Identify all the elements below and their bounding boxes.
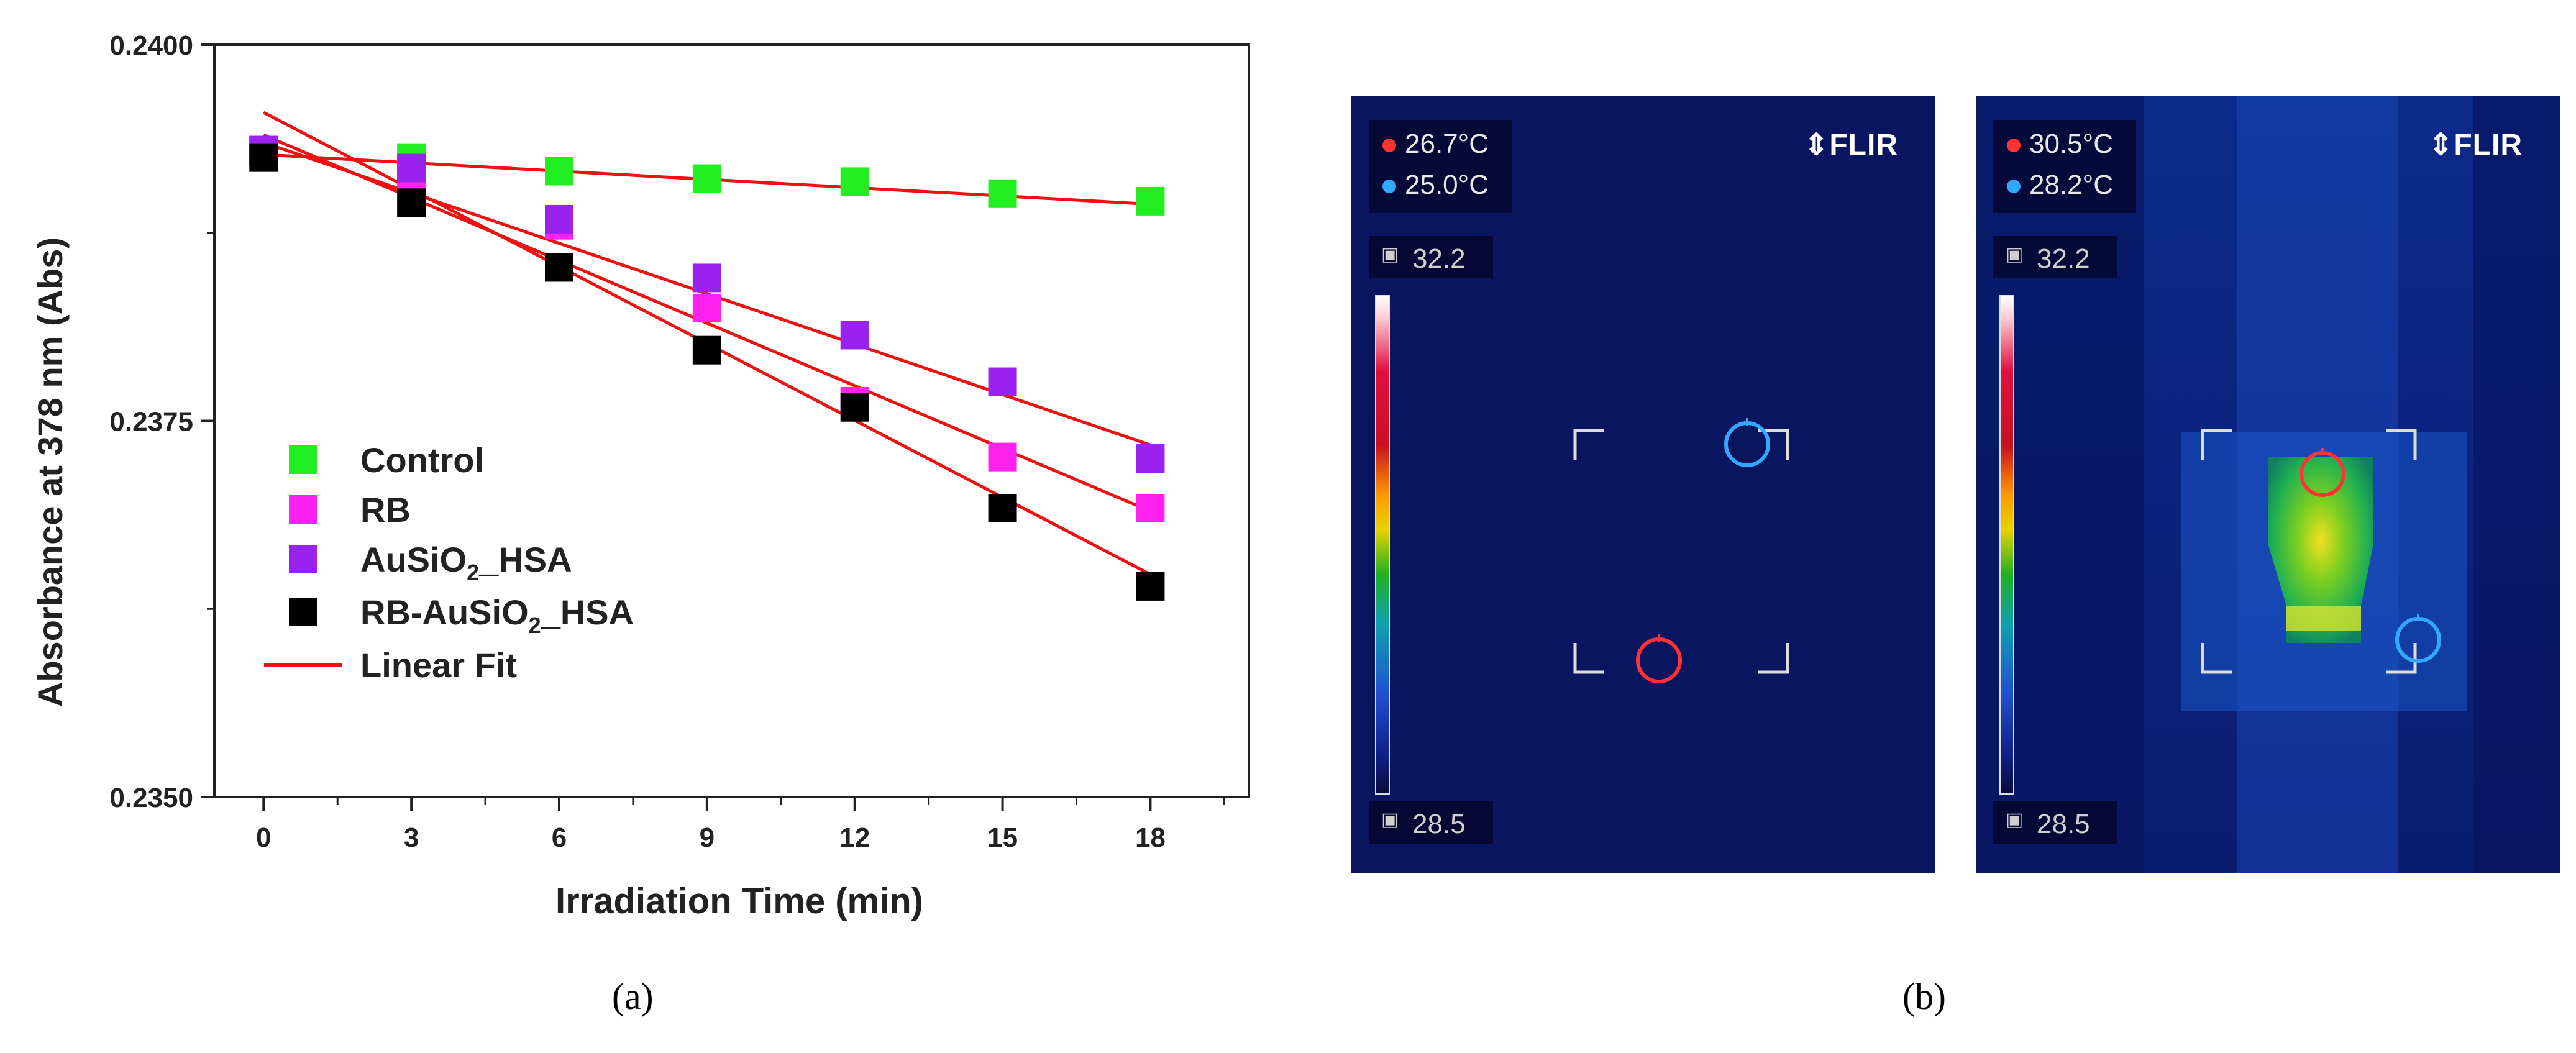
legend-swatch: [289, 598, 317, 626]
min-temp-icon: [1382, 180, 1396, 194]
color-scale-bar: [1999, 295, 2014, 795]
data-point: [840, 167, 869, 196]
data-point: [988, 179, 1017, 208]
data-point: [692, 164, 721, 193]
flir-arrows-icon: ⇕: [1804, 129, 1830, 162]
axis-ticks: 0 3 6 9 12 15 18 0.2350 0.2375 0.2400: [109, 30, 1225, 853]
legend-label: Control: [360, 440, 484, 480]
data-point: [397, 153, 426, 183]
data-point: [1136, 186, 1165, 216]
lock-icon: ▣: [2006, 809, 2024, 830]
data-point: [545, 253, 573, 282]
max-temp-icon: [1382, 139, 1396, 153]
absorbance-chart: 0 3 6 9 12 15 18 0.2350 0.2375 0.2400 Irradiation…: [30, 30, 1250, 921]
thermal-image-cool: 26.7°C 25.0°C ⇕FLIR ▣ 32.2 ▣ 28.5: [1351, 96, 1935, 873]
min-temperature-marker: [1724, 418, 1770, 467]
y-tick-label: 0.2350: [109, 783, 193, 813]
data-point: [840, 393, 869, 422]
y-tick-label: 0.2400: [109, 30, 193, 61]
data-point: [840, 321, 869, 350]
data-point: [692, 335, 721, 365]
temperature-readout: 30.5°C 28.2°C: [1993, 120, 2136, 213]
scale-min-label: ▣ 28.5: [1993, 801, 2117, 844]
data-point: [545, 204, 573, 234]
caption-a: (a): [612, 976, 654, 1017]
flir-logo: ⇕FLIR: [2428, 129, 2523, 162]
legend-swatch: [289, 495, 317, 524]
lock-icon: ▣: [1381, 809, 1399, 830]
min-temperature: 28.2°C: [2029, 170, 2114, 200]
x-tick-label: 12: [839, 823, 870, 853]
flir-logo: ⇕FLIR: [1804, 129, 1898, 162]
data-point: [397, 188, 426, 217]
y-axis-title: Absorbance at 378 nm (Abs): [30, 237, 70, 707]
legend-label: Linear Fit: [360, 645, 517, 685]
max-temperature: 30.5°C: [2029, 129, 2114, 159]
data-point: [545, 157, 573, 186]
legend-label: AuSiO2_HSA: [360, 540, 572, 585]
min-temperature-marker: [2395, 614, 2441, 663]
x-tick-label: 0: [256, 823, 271, 853]
data-point: [988, 442, 1017, 472]
lock-icon: ▣: [2006, 244, 2024, 265]
min-temp-icon: [2007, 180, 2021, 194]
flir-arrows-icon: ⇕: [2428, 129, 2454, 162]
data-point: [988, 493, 1017, 522]
data-point: [1136, 444, 1165, 473]
x-tick-label: 18: [1135, 823, 1166, 853]
x-tick-label: 6: [552, 823, 567, 853]
legend: Control RB AuSiO2_HSA RB-AuSiO2_HSA Linear F…: [264, 440, 634, 685]
x-tick-label: 9: [700, 823, 715, 853]
scale-min-label: ▣ 28.5: [1369, 801, 1493, 844]
max-temp-icon: [2007, 139, 2021, 153]
data-point: [249, 143, 278, 172]
max-temperature-marker: [2300, 448, 2345, 497]
data-point: [692, 263, 721, 293]
legend-label: RB-AuSiO2_HSA: [360, 593, 634, 638]
lock-icon: ▣: [1381, 244, 1399, 265]
legend-label: RB: [360, 490, 411, 529]
min-temperature: 25.0°C: [1405, 170, 1489, 200]
x-tick-label: 15: [987, 823, 1018, 853]
temperature-readout: 26.7°C 25.0°C: [1369, 120, 1512, 213]
legend-swatch: [289, 545, 317, 573]
max-temperature: 26.7°C: [1405, 129, 1489, 159]
data-point: [692, 293, 721, 322]
scale-max-label: ▣ 32.2: [1993, 236, 2117, 278]
y-tick-label: 0.2375: [109, 407, 193, 437]
x-tick-label: 3: [404, 823, 419, 853]
caption-b: (b): [1902, 976, 1946, 1017]
data-point: [1136, 493, 1165, 522]
data-point: [988, 367, 1017, 396]
data-markers: [249, 135, 1165, 601]
data-point: [1136, 572, 1165, 601]
max-temperature-marker: [1636, 634, 1682, 683]
thermal-scene-cool: [1351, 96, 1935, 873]
x-axis-title: Irradiation Time (min): [555, 881, 923, 921]
color-scale-bar: [1375, 295, 1390, 795]
scale-max-label: ▣ 32.2: [1369, 236, 1493, 278]
legend-swatch: [289, 445, 317, 474]
thermal-image-heated: 30.5°C 28.2°C ⇕FLIR ▣ 32.2 ▣ 28.5: [1976, 96, 2560, 873]
